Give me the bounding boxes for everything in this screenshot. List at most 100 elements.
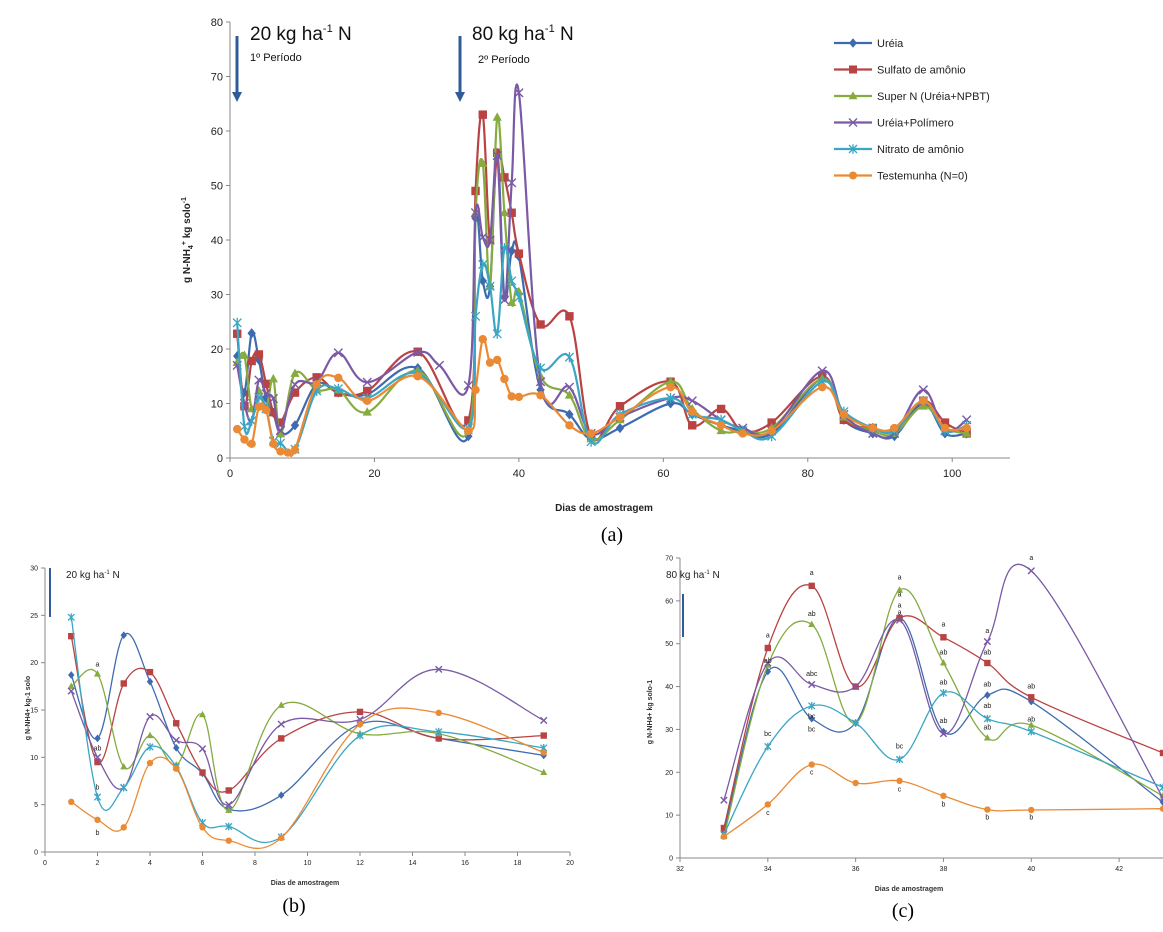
- panel-a-point-sulfato: [247, 356, 256, 366]
- panel-c-point-sulfato: [896, 614, 903, 622]
- panel-a-point-testemunha: [493, 355, 502, 365]
- panel-b-point-polimero: [146, 712, 154, 721]
- panel-b-axes: 0 5 10 15 20 25 30 0 2 4 6 8 10 12 14 16 18 20: [30, 566, 574, 868]
- panel-b-chart: 0 5 10 15 20 25 30 0 2 4 6 8 10 12 14 16 18 20 a ab b b 20 k…: [25, 566, 574, 918]
- panel-c-point-polimero: [808, 680, 816, 689]
- panel-b-point-sulfato: [94, 758, 101, 766]
- panel-a-point-nitrato: [275, 438, 286, 449]
- panel-c-point-sulfato: [1159, 749, 1163, 757]
- panel-a-point-polimero: [275, 426, 286, 436]
- panel-b-point-nitrato: [67, 613, 75, 622]
- panel-b-point-super: [93, 670, 102, 677]
- legend-item-super: Super N (Uréia+NPBT): [834, 91, 990, 103]
- panel-c-xtick-label: 40: [1027, 866, 1035, 873]
- legend-label-testemunha: Testemunha (N=0): [877, 171, 968, 183]
- panel-b-point-nitrato: [146, 743, 154, 751]
- panel-a-point-testemunha: [688, 407, 697, 416]
- panel-a-xtick-label: 100: [943, 468, 961, 480]
- panel-a-point-sulfato: [261, 379, 271, 389]
- panel-a-point-sulfato: [478, 110, 487, 119]
- legend-item-nitrato: Nitrato de amônio: [834, 144, 964, 156]
- panel-a-point-testemunha: [290, 445, 300, 455]
- panel-c-line-super: [723, 588, 1163, 837]
- panel-a-point-polimero: [333, 348, 344, 358]
- panel-a-point-ureia: [615, 422, 625, 434]
- panel-c-point-nitrato: [983, 714, 992, 723]
- panel-c-ytick-label: 70: [665, 556, 673, 563]
- panel-b-point-ureia: [120, 631, 127, 640]
- panel-c-significance-letter: a: [898, 592, 902, 599]
- panel-a-point-testemunha: [247, 439, 256, 449]
- panel-a-point-super: [478, 158, 488, 168]
- panel-a-point-ureia: [247, 328, 256, 339]
- panel-c-point-sulfato: [720, 824, 728, 832]
- panel-a-point-testemunha: [536, 391, 545, 400]
- panel-c-point-nitrato: [895, 755, 904, 764]
- panel-c-point-polimero: [764, 659, 772, 667]
- panel-c-significance-letter: c: [766, 810, 770, 817]
- panel-a-point-sulfato: [312, 373, 321, 382]
- panel-b-point-super: [225, 806, 233, 813]
- panel-a-caption: (a): [601, 524, 623, 546]
- panel-b-point-ureia: [278, 791, 285, 800]
- panel-c-point-nitrato: [1027, 727, 1035, 736]
- panel-a-point-polimero: [687, 396, 697, 406]
- panel-a-point-testemunha: [485, 358, 495, 367]
- panel-a-point-nitrato: [239, 421, 250, 432]
- panel-c-significance-letter: a: [898, 602, 902, 609]
- panel-c-point-nitrato: [939, 689, 948, 697]
- panel-b-xtick-label: 14: [409, 860, 417, 867]
- panel-b-line-polimero: [70, 668, 545, 806]
- panel-a-point-polimero: [268, 393, 279, 404]
- panel-a-point-sulfato: [276, 418, 285, 427]
- panel-c-point-testemunha: [764, 801, 772, 808]
- panel-b-point-testemunha: [199, 824, 206, 831]
- panel-a-point-sulfato: [500, 173, 509, 182]
- panel-c-significance-letter: bc: [896, 744, 904, 751]
- panel-a-point-testemunha: [500, 374, 509, 384]
- panel-a-ytick-label: 70: [211, 72, 223, 84]
- panel-c-significance-letter: b: [985, 814, 989, 821]
- panel-c-xlabel: Dias de amostragem: [875, 886, 943, 893]
- panel-c-point-sulfato: [940, 634, 947, 641]
- panel-b-xtick-label: 8: [253, 860, 257, 867]
- panel-a-point-nitrato: [586, 436, 596, 447]
- panel-c-significance-letter: bc: [808, 727, 816, 734]
- panel-a-point-testemunha: [716, 421, 726, 430]
- panel-a-ytick-label: 30: [211, 290, 223, 302]
- panel-c-significance-letter: ab: [983, 724, 991, 731]
- panel-b-point-polimero: [435, 665, 443, 673]
- panel-c-point-super: [939, 659, 947, 666]
- panel-a-point-sulfato: [493, 148, 502, 157]
- panel-c-ytick-label: 50: [665, 641, 673, 648]
- panel-a-point-sulfato: [254, 350, 264, 359]
- panel-a-point-super: [962, 428, 972, 437]
- panel-c-significance-letter: abc: [806, 671, 818, 678]
- panel-c-point-nitrato: [764, 742, 772, 751]
- panel-b-line-nitrato: [70, 617, 544, 844]
- panel-c-significance-letter: a: [1029, 555, 1033, 562]
- legend-marker-super: [848, 91, 858, 100]
- panel-a-point-polimero: [564, 382, 575, 392]
- panel-c-xtick-label: 38: [940, 866, 948, 873]
- legend-marker-ureia: [849, 38, 857, 48]
- panel-c-point-sulfato: [808, 582, 815, 590]
- panel-a-point-sulfato: [269, 408, 278, 417]
- panel-b-xlabel: Dias de amostragem: [271, 880, 339, 887]
- panel-b-point-super: [198, 710, 207, 718]
- panel-a-point-polimero: [254, 375, 264, 385]
- panel-a-point-nitrato: [333, 383, 343, 394]
- panel-b-xtick-label: 6: [201, 860, 205, 867]
- panel-a-xtick-label: 60: [657, 468, 669, 480]
- panel-a-point-nitrato: [564, 352, 575, 363]
- panel-a-point-nitrato: [665, 393, 676, 404]
- panel-c-point-polimero: [851, 682, 860, 691]
- panel-a-point-testemunha: [269, 439, 278, 449]
- panel-a-point-testemunha: [940, 423, 950, 433]
- panel-a-point-polimero: [463, 380, 474, 391]
- panel-c-significance-letter: a: [766, 632, 770, 639]
- panel-b-point-sulfato: [435, 735, 442, 742]
- panel-a-point-sulfato: [464, 416, 473, 425]
- panel-b-xtick-label: 20: [566, 860, 574, 867]
